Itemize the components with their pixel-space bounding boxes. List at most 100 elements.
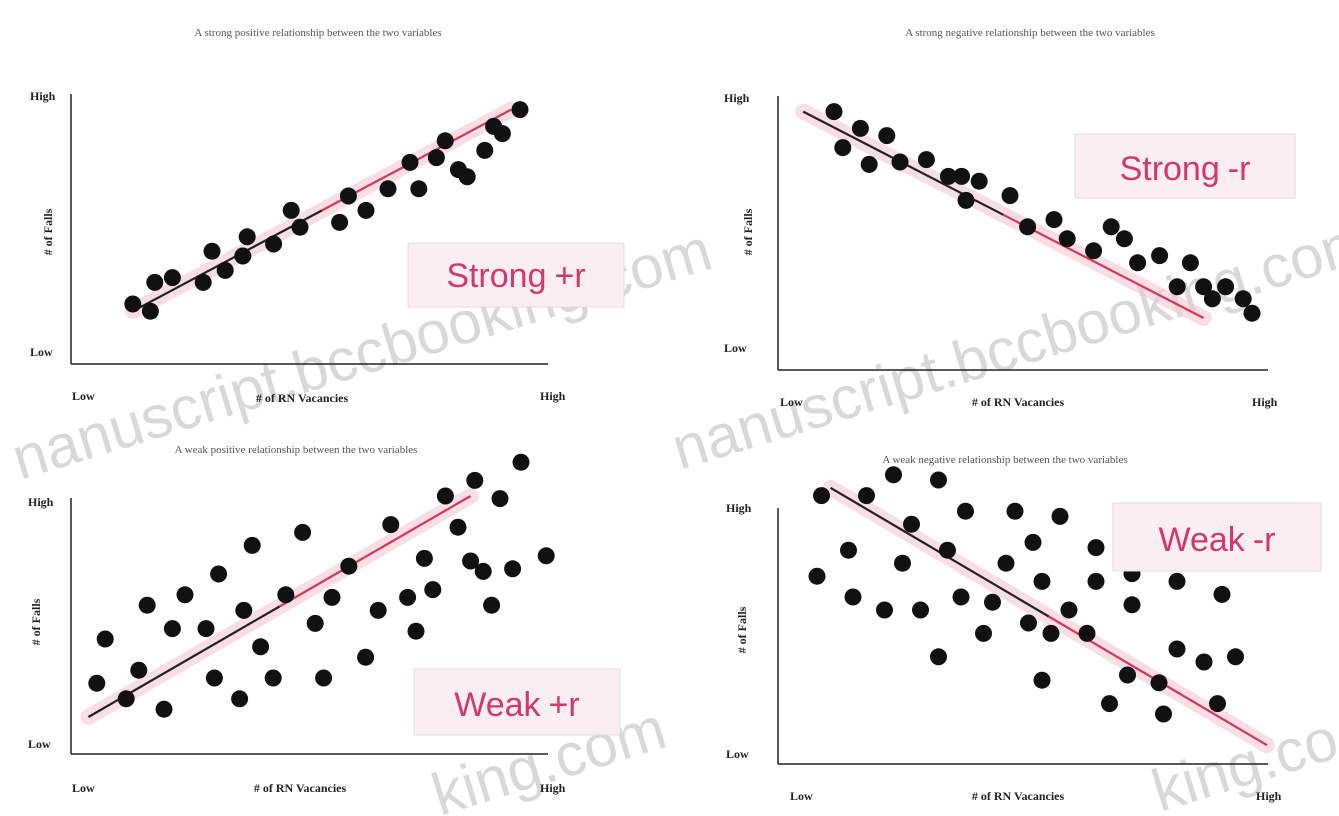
data-point [436,132,454,150]
data-point [399,588,417,606]
data-point [878,127,896,145]
data-point [1168,572,1186,590]
chart-title: A strong positive relationship between t… [194,27,441,39]
data-point [891,153,909,171]
data-point [491,490,509,508]
data-point [997,554,1015,572]
svg-text:Weak-r: Weak -r [1159,521,1276,559]
data-point [1019,218,1037,236]
data-point [894,554,911,572]
data-point [243,536,261,554]
data-point [1168,278,1186,296]
x-low-label: Low [780,395,803,409]
data-point [401,153,419,171]
data-point [205,669,223,687]
x-high-label: High [540,781,566,795]
trend-line [1002,213,1205,319]
panel-weak-negative: A weak negative relationship between the… [726,454,1322,803]
data-point [1243,304,1261,322]
y-high-label: High [28,495,54,509]
data-point [340,557,358,575]
data-point [930,648,947,666]
data-point [88,674,106,692]
data-point [235,601,253,619]
data-point [844,588,862,606]
data-point [466,471,484,489]
data-point [952,588,970,606]
data-point [834,139,852,157]
data-point [1102,218,1120,236]
data-point [912,601,929,619]
data-point [504,560,522,578]
data-point [282,201,300,219]
data-point [357,201,375,219]
plot-area [124,101,529,320]
plot-area [795,103,1261,326]
data-point [130,661,148,679]
data-point [357,648,375,666]
y-high-label: High [724,91,750,105]
data-point [1181,254,1199,272]
data-point [1213,585,1231,603]
data-point [163,620,181,638]
data-point [1151,247,1169,265]
data-point [483,596,501,614]
svg-text:Strong+r: Strong +r [446,257,585,295]
data-point [146,273,164,291]
y-axis-label: # of Falls [741,208,755,255]
data-point [291,218,309,236]
data-point [512,453,530,471]
trend-line [87,605,281,718]
data-point [1101,695,1118,713]
tag-sign: -r [1228,150,1251,188]
data-point [858,487,875,505]
data-point [1123,596,1141,614]
correlation-tag: Strong -r [1074,133,1296,199]
data-point [163,269,181,287]
data-point [306,614,324,632]
correlation-tag: Strong +r [407,242,625,308]
data-point [1227,648,1244,666]
panel-strong-negative: A strong negative relationship between t… [724,27,1296,409]
data-point [294,523,312,541]
x-high-label: High [1252,395,1278,409]
data-point [1168,640,1186,658]
y-low-label: Low [28,737,51,751]
data-point [252,638,270,656]
data-point [860,155,878,173]
data-point [449,518,467,536]
chart-title: A weak negative relationship between the… [882,454,1127,466]
chart-title: A weak positive relationship between the… [175,444,418,456]
data-point [1155,705,1172,723]
data-point [917,151,935,169]
data-point [369,601,387,619]
data-point [1115,230,1133,248]
x-axis-label: # of RN Vacancies [256,391,349,405]
watermark-text: nanuscript.bccbooking.com [664,206,1339,483]
data-point [1051,507,1069,525]
data-point [407,622,425,640]
data-point [234,247,252,265]
data-point [939,541,956,559]
data-point [474,562,492,580]
data-point [1024,533,1042,551]
data-point [331,213,349,231]
data-point [124,295,142,313]
data-point [427,149,445,167]
x-low-label: Low [72,389,95,403]
tag-word: Weak [454,686,541,724]
data-point [840,541,857,559]
data-point [315,669,333,687]
y-low-label: Low [724,341,747,355]
y-high-label: High [726,501,752,515]
data-point [265,235,283,253]
data-point [984,593,1001,611]
data-point [410,180,428,198]
data-point [323,588,341,606]
data-point [458,168,476,186]
y-low-label: Low [726,747,749,761]
data-point [1020,614,1037,632]
data-point [813,487,830,505]
data-point [476,141,494,159]
x-low-label: Low [790,789,813,803]
